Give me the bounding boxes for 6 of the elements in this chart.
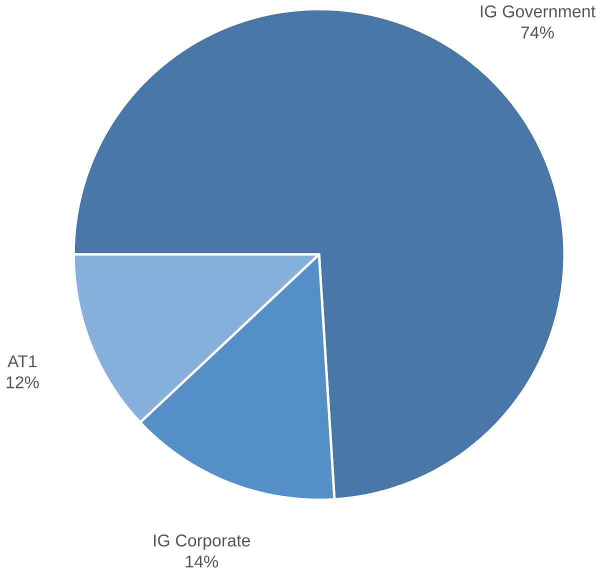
slice-label: AT1 xyxy=(7,355,37,368)
data-label: 74% xyxy=(521,26,554,38)
data-label: 14% xyxy=(186,556,218,568)
slice-label: IG Corporate xyxy=(154,534,250,550)
data-label: 12% xyxy=(6,376,39,388)
slice-label: IG Government xyxy=(480,5,596,18)
